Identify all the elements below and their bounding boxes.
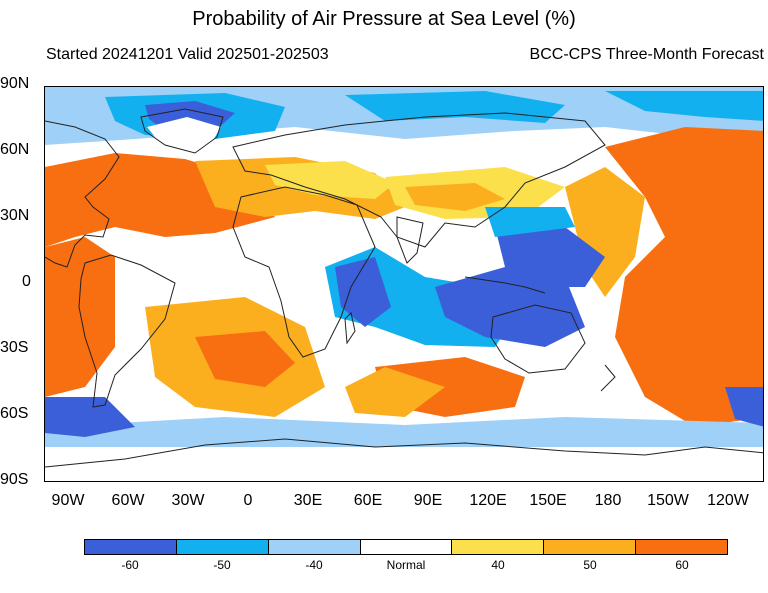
colorbar-label-50: 50 bbox=[583, 558, 597, 572]
lon-label-90e: 90E bbox=[413, 492, 443, 509]
india-coast bbox=[396, 216, 424, 264]
colorbar-label-60: 60 bbox=[675, 558, 689, 572]
lon-label-60e: 60E bbox=[353, 492, 383, 509]
forecast-dates: Started 20241201 Valid 202501-202503 bbox=[46, 46, 329, 63]
lat-label-90n: 90N bbox=[0, 75, 30, 92]
colorbar-box-40 bbox=[452, 540, 545, 554]
southeast-pacific-blue bbox=[725, 387, 763, 427]
colorbar-box-neg40 bbox=[268, 540, 361, 554]
forecast-model: BCC-CPS Three-Month Forecast bbox=[529, 46, 764, 63]
probability-field bbox=[45, 87, 763, 481]
south-atlantic-orange bbox=[195, 331, 295, 387]
eurasia-coast bbox=[232, 112, 606, 248]
colorbar-box-normal bbox=[360, 540, 453, 554]
colorbar-box-60 bbox=[636, 540, 728, 554]
coastlines bbox=[45, 108, 763, 468]
colorbar-label-normal: Normal bbox=[386, 558, 426, 572]
lon-label-0: 0 bbox=[243, 492, 253, 509]
probability-map bbox=[44, 86, 764, 482]
map-title: Probability of Air Pressure at Sea Level… bbox=[192, 8, 576, 30]
west-pacific-blue-rim bbox=[485, 207, 575, 237]
colorbar-label-neg40: -40 bbox=[305, 558, 323, 572]
lon-label-150w: 150W bbox=[647, 492, 689, 509]
southern-ocean-white bbox=[45, 447, 763, 481]
lat-label-60n: 60N bbox=[0, 141, 30, 158]
lon-label-60w: 60W bbox=[111, 492, 145, 509]
greenland-white bbox=[147, 117, 221, 149]
lat-label-30s: 30S bbox=[0, 339, 29, 356]
colorbar-label-neg60: -60 bbox=[121, 558, 139, 572]
colorbar-label-neg50: -50 bbox=[213, 558, 231, 572]
north-pacific-blue-patch bbox=[605, 91, 763, 121]
indonesia-coast bbox=[464, 276, 546, 294]
north-pacific-orange bbox=[605, 127, 763, 427]
colorbar-box-50 bbox=[544, 540, 637, 554]
africa-coast bbox=[232, 186, 376, 358]
madagascar-coast bbox=[344, 312, 356, 345]
siberia-blue-patch bbox=[345, 91, 565, 123]
lat-label-60s: 60S bbox=[0, 405, 29, 422]
central-asia-orange bbox=[405, 183, 505, 211]
antarctica-coast bbox=[45, 438, 763, 468]
colorbar-label-40: 40 bbox=[491, 558, 505, 572]
arabian-sea-blue bbox=[335, 257, 391, 327]
lon-label-180: 180 bbox=[594, 492, 622, 509]
lon-label-120w: 120W bbox=[707, 492, 749, 509]
lat-label-30n: 30N bbox=[0, 207, 30, 224]
greenland-coast bbox=[140, 108, 224, 154]
lat-label-90s: 90S bbox=[0, 471, 29, 488]
colorbar-box-neg50 bbox=[176, 540, 269, 554]
south-pacific-orange-west bbox=[45, 237, 115, 397]
lon-label-150e: 150E bbox=[529, 492, 567, 509]
lon-label-30e: 30E bbox=[293, 492, 323, 509]
southern-indian-amber bbox=[345, 367, 445, 417]
lon-label-30w: 30W bbox=[171, 492, 205, 509]
lon-label-90w: 90W bbox=[51, 492, 85, 509]
north-america-coast bbox=[45, 120, 120, 268]
map-canvas bbox=[45, 87, 763, 481]
australia-coast bbox=[490, 304, 586, 374]
new-zealand-coast bbox=[600, 364, 616, 392]
south-pacific-blue bbox=[45, 397, 135, 437]
lat-label-equator: 0 bbox=[22, 273, 31, 290]
lon-label-120e: 120E bbox=[469, 492, 507, 509]
south-america-coast bbox=[78, 254, 176, 408]
colorbar-box-neg60 bbox=[85, 540, 177, 554]
probability-colorbar bbox=[84, 539, 728, 555]
west-pacific-blue bbox=[495, 227, 605, 287]
